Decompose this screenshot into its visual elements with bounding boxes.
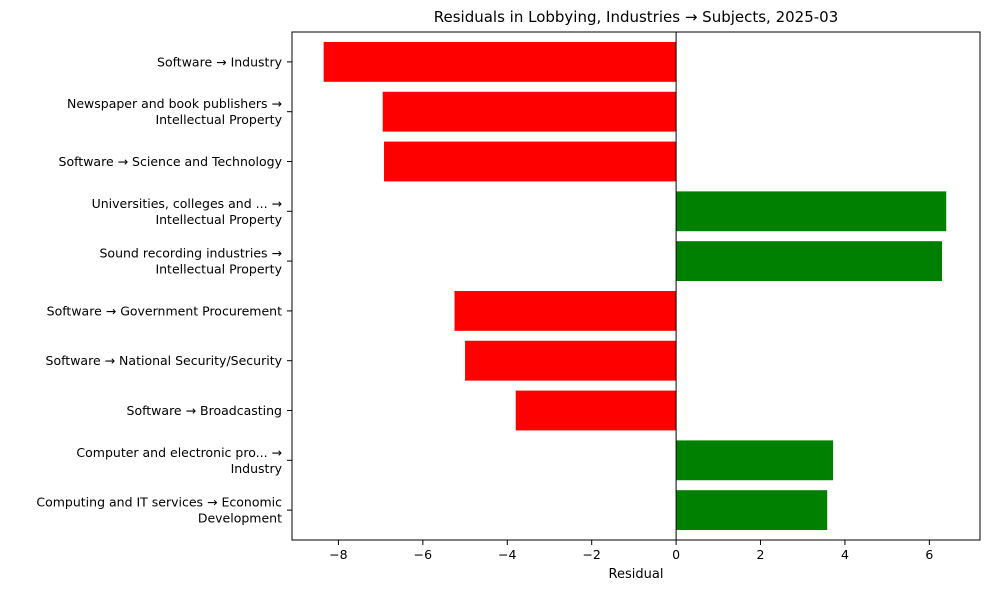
- chart-title: Residuals in Lobbying, Industries → Subj…: [434, 8, 839, 26]
- y-tick-label: Computer and electronic pro... → Industry: [76, 445, 282, 476]
- y-tick-label: Universities, colleges and ... → Intellec…: [92, 196, 283, 227]
- y-tick-label: Software → Industry: [157, 54, 283, 69]
- x-tick-label: 2: [757, 547, 765, 562]
- bar: [676, 440, 834, 481]
- y-tick-label: Software → Government Procurement: [47, 303, 282, 318]
- y-tick-label: Newspaper and book publishers → Intellect…: [67, 96, 283, 127]
- y-tick-label: Software → Science and Technology: [59, 154, 283, 169]
- x-tick-label: −4: [498, 547, 516, 562]
- bar: [454, 290, 677, 331]
- bar: [465, 340, 677, 381]
- bar: [515, 390, 677, 431]
- x-tick-label: −8: [329, 547, 347, 562]
- y-tick-label: Computing and IT services → Economic Deve…: [36, 495, 282, 526]
- bar: [676, 241, 943, 282]
- x-axis-label: Residual: [609, 567, 664, 582]
- y-tick-label: Software → National Security/Security: [46, 353, 283, 368]
- bar: [382, 91, 677, 132]
- x-tick-label: 4: [841, 547, 849, 562]
- y-tick-label: Sound recording industries → Intellectual…: [100, 246, 283, 277]
- x-tick-label: 0: [672, 547, 680, 562]
- axes-frame: [291, 31, 981, 541]
- plot-area: −8 −6 −4 −2 0 2 4 6 Software → Industry Newspaper…: [36, 31, 981, 562]
- bar: [384, 141, 677, 182]
- x-tick-label: 6: [925, 547, 933, 562]
- x-tick-label: −6: [414, 547, 432, 562]
- bar: [676, 490, 828, 531]
- y-tick-label: Software → Broadcasting: [127, 403, 282, 418]
- bar: [676, 191, 947, 232]
- bar: [323, 41, 677, 82]
- x-tick-label: −2: [582, 547, 600, 562]
